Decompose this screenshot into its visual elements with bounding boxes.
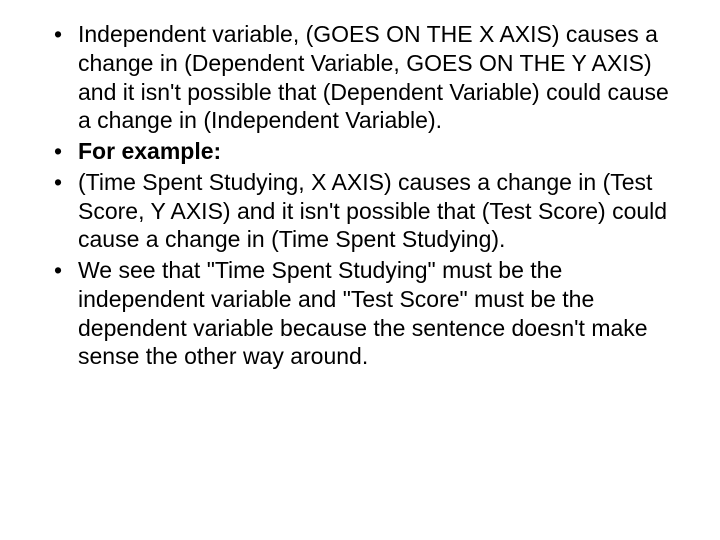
bullet-item: We see that "Time Spent Studying" must b… <box>50 256 680 371</box>
bullet-text: For example: <box>78 138 221 164</box>
bullet-text: Independent variable, (GOES ON THE X AXI… <box>78 21 669 133</box>
bullet-list: Independent variable, (GOES ON THE X AXI… <box>50 20 680 371</box>
bullet-item: (Time Spent Studying, X AXIS) causes a c… <box>50 168 680 254</box>
bullet-text: We see that "Time Spent Studying" must b… <box>78 257 648 369</box>
bullet-item: For example: <box>50 137 680 166</box>
bullet-text: (Time Spent Studying, X AXIS) causes a c… <box>78 169 667 253</box>
bullet-item: Independent variable, (GOES ON THE X AXI… <box>50 20 680 135</box>
